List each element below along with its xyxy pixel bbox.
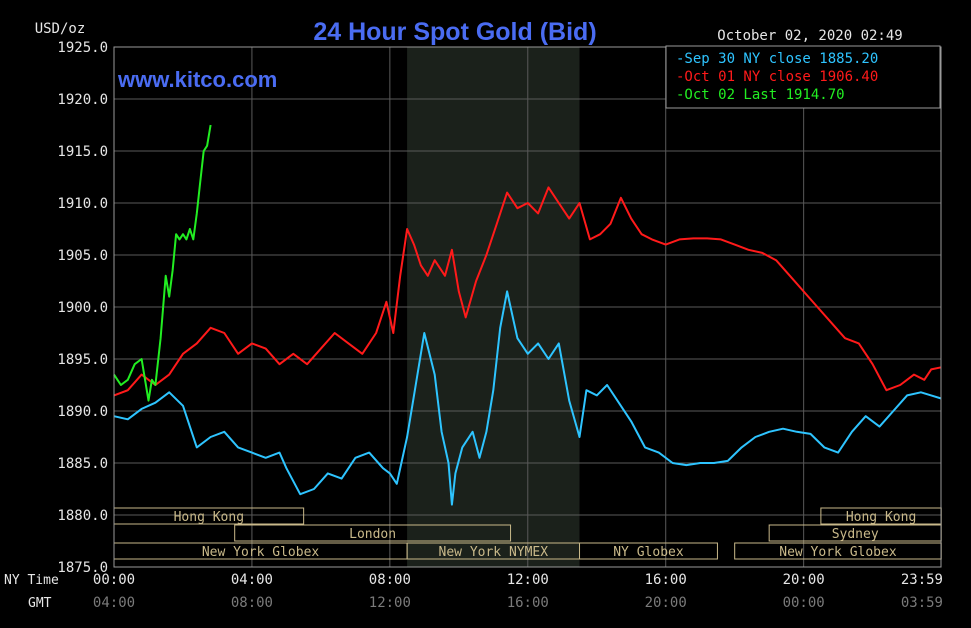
series-line-oct-01 (113, 186, 942, 397)
y-tick-label: 1920.0 (57, 92, 108, 108)
session-label: Hong Kong (174, 510, 244, 525)
x-row-label-gmt: GMT (28, 596, 52, 611)
session-box (579, 542, 718, 560)
y-tick-label: 1915.0 (57, 144, 108, 160)
session-label: London (349, 527, 396, 542)
x-tick-label-gmt: 00:00 (783, 595, 825, 611)
watermark: www.kitco.com (117, 67, 277, 92)
y-tick-label: 1895.0 (57, 352, 108, 368)
x-tick-label-gmt: 03:59 (901, 595, 943, 611)
x-tick-label-gmt: 20:00 (645, 595, 687, 611)
legend-entry: -Oct 02 Last 1914.70 (676, 87, 845, 103)
x-tick-label-ny: 16:00 (645, 572, 687, 588)
session-bar: London (234, 524, 512, 542)
legend: -Sep 30 NY close 1885.20 -Oct 01 NY close… (665, 45, 941, 109)
y-tick-label: 1885.0 (57, 456, 108, 472)
session-label: New York NYMEX (439, 545, 549, 560)
x-row-label-ny: NY Time (4, 573, 59, 588)
session-box (234, 524, 512, 542)
x-tick-label-gmt: 16:00 (507, 595, 549, 611)
session-label: Sydney (832, 527, 879, 542)
y-tick-label: 1900.0 (57, 300, 108, 316)
y-tick-label: 1890.0 (57, 404, 108, 420)
x-tick-label-ny: 08:00 (369, 572, 411, 588)
y-tick-label: 1905.0 (57, 248, 108, 264)
series-line-sep-30 (113, 290, 942, 506)
legend-entry: -Sep 30 NY close 1885.20 (676, 51, 878, 67)
legend-box (665, 45, 941, 109)
session-label: New York Globex (202, 545, 320, 560)
x-tick-label-gmt: 12:00 (369, 595, 411, 611)
session-label: Hong Kong (846, 510, 916, 525)
x-tick-label-ny: 04:00 (231, 572, 273, 588)
session-label: New York Globex (779, 545, 897, 560)
x-tick-label-ny: 12:00 (507, 572, 549, 588)
series-line-oct-02 (113, 124, 212, 402)
legend-entry: -Oct 01 NY close 1906.40 (676, 69, 878, 85)
y-tick-label: 1880.0 (57, 508, 108, 524)
x-tick-label-ny: 00:00 (93, 572, 135, 588)
session-label: NY Globex (613, 545, 684, 560)
plot-frame (113, 46, 942, 568)
unit-label: USD/oz (35, 21, 86, 37)
y-tick-label: 1925.0 (57, 40, 108, 56)
x-tick-label-gmt: 04:00 (93, 595, 135, 611)
x-tick-label-ny: 20:00 (783, 572, 825, 588)
x-tick-label-gmt: 08:00 (231, 595, 273, 611)
session-bar: NY Globex (579, 542, 718, 560)
x-tick-label-ny: 23:59 (901, 572, 943, 588)
y-tick-label: 1910.0 (57, 196, 108, 212)
y-tick-label: 1875.0 (57, 560, 108, 576)
timestamp: October 02, 2020 02:49 (717, 28, 902, 44)
chart-title: 24 Hour Spot Gold (Bid) (313, 18, 596, 46)
